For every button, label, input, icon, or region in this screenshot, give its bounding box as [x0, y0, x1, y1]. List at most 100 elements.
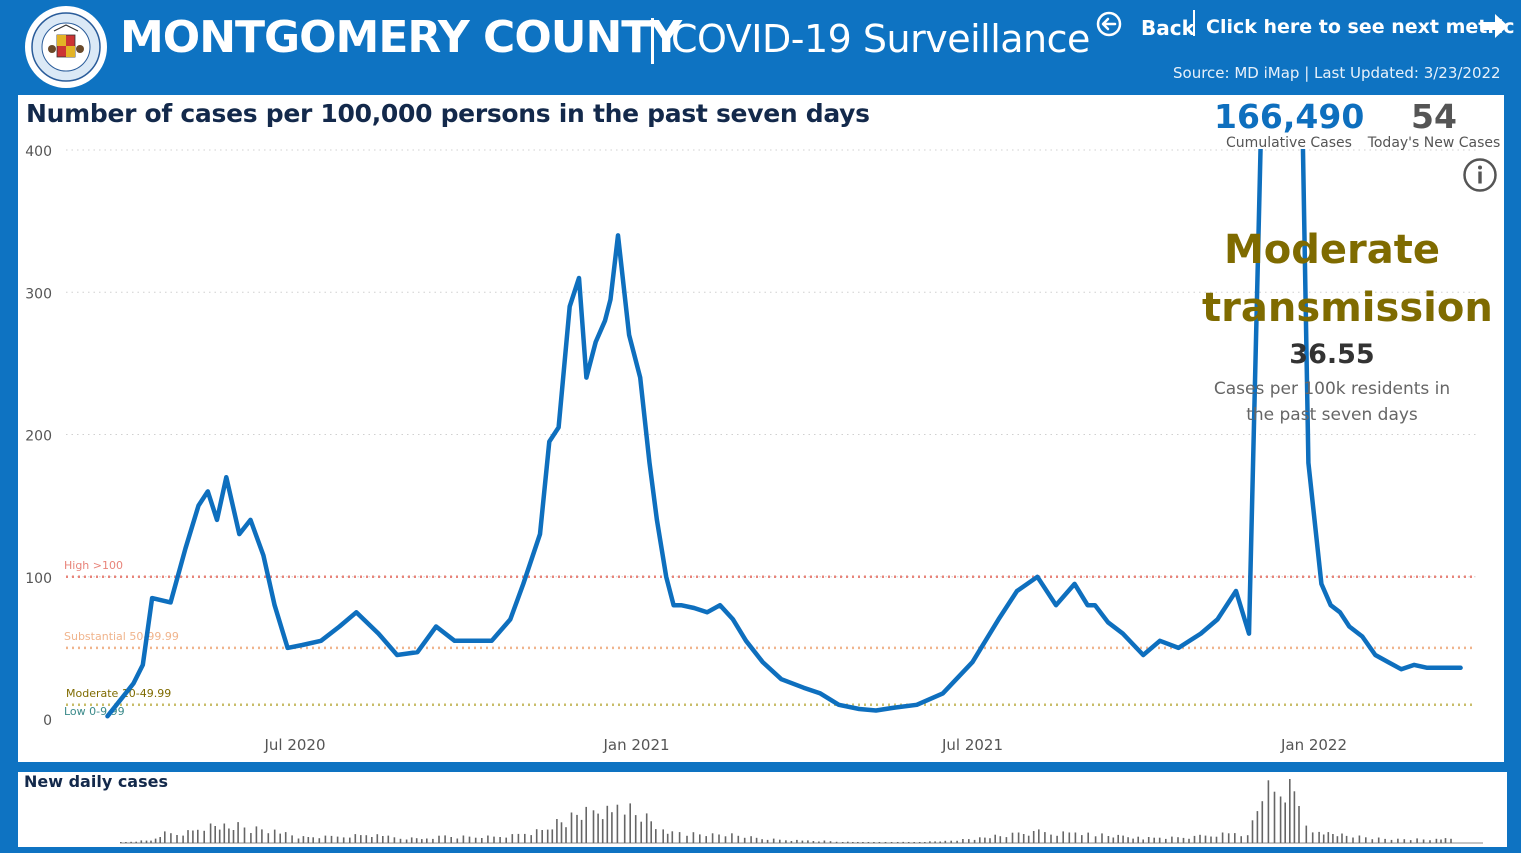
- daily-bar: [1193, 835, 1196, 843]
- daily-bar: [1101, 833, 1103, 843]
- daily-bar: [1074, 832, 1077, 843]
- daily-bar: [291, 835, 293, 843]
- daily-bar: [164, 831, 166, 843]
- daily-bar: [597, 813, 599, 843]
- daily-bar: [125, 842, 127, 843]
- daily-bar: [1341, 833, 1343, 843]
- daily-bar: [1171, 836, 1173, 843]
- daily-bar: [135, 841, 137, 843]
- transmission-status: Moderate transmission 36.55 Cases per 10…: [1202, 221, 1493, 428]
- daily-bar: [592, 810, 595, 843]
- daily-bar: [1122, 835, 1124, 843]
- daily-bar: [1158, 837, 1161, 843]
- daily-bar: [154, 838, 157, 843]
- daily-bar: [807, 840, 809, 843]
- daily-bar: [823, 840, 826, 843]
- daily-bar: [841, 842, 844, 843]
- daily-bar: [829, 841, 832, 843]
- daily-bar: [1256, 811, 1259, 843]
- daily-bar: [387, 835, 390, 843]
- daily-bar: [360, 835, 362, 843]
- daily-bar: [1221, 832, 1224, 843]
- daily-bar: [750, 836, 752, 843]
- daily-bar: [711, 833, 714, 843]
- daily-bar: [1322, 834, 1325, 843]
- daily-bar: [1358, 835, 1361, 843]
- todays-new-cases-value: 54: [1411, 97, 1457, 136]
- back-arrow-icon[interactable]: [1096, 11, 1122, 37]
- threshold-label: Moderate 10-49.99: [66, 687, 171, 700]
- daily-bar: [530, 835, 532, 843]
- daily-bar: [493, 836, 495, 843]
- daily-bar: [505, 837, 507, 843]
- daily-bar: [650, 821, 652, 843]
- daily-bar: [956, 840, 958, 843]
- daily-bar: [318, 838, 321, 843]
- y-tick-label: 400: [25, 144, 52, 160]
- daily-bar: [576, 814, 578, 843]
- daily-bar: [1318, 831, 1320, 843]
- daily-bar: [1416, 838, 1418, 843]
- daily-bar: [556, 819, 558, 843]
- y-tick-label: 200: [25, 429, 52, 445]
- daily-bar: [692, 832, 695, 843]
- daily-bar: [634, 815, 637, 843]
- daily-bar: [1409, 840, 1412, 843]
- daily-bar: [835, 841, 838, 843]
- daily-bar: [1117, 834, 1119, 843]
- daily-bar: [145, 840, 148, 843]
- daily-bar: [560, 822, 563, 843]
- daily-bar: [517, 833, 520, 843]
- threshold-label: High >100: [64, 559, 123, 572]
- daily-bar: [228, 828, 230, 843]
- daily-bar: [1011, 832, 1014, 843]
- cases-line-chart: 0 100 200 300 400 High >100 Substantial 50-99.…: [25, 144, 1476, 754]
- chart-title: Number of cases per 100,000 persons in t…: [26, 99, 870, 128]
- transmission-level-line1: Moderate: [1223, 227, 1440, 273]
- back-button[interactable]: Back: [1141, 16, 1195, 40]
- daily-bar: [197, 829, 199, 843]
- daily-bar: [611, 812, 613, 843]
- dashboard-subtitle: COVID-19 Surveillance: [671, 17, 1090, 61]
- daily-bar: [336, 836, 339, 843]
- daily-bar: [1032, 831, 1035, 843]
- daily-bar: [1444, 838, 1447, 843]
- daily-bar: [468, 836, 471, 843]
- daily-bar: [755, 837, 758, 843]
- daily-bar: [616, 804, 619, 843]
- daily-bar: [1377, 837, 1380, 843]
- daily-bar: [284, 832, 287, 843]
- daily-bar: [1327, 832, 1330, 843]
- daily-bar: [1210, 836, 1212, 843]
- daily-bar: [302, 836, 305, 843]
- daily-bar: [330, 835, 333, 843]
- county-title: MONTGOMERY COUNTY: [120, 12, 682, 63]
- chart-panel: 0 100 200 300 400 High >100 Substantial 50-99.…: [18, 95, 1504, 762]
- daily-bar: [731, 833, 733, 843]
- daily-bar: [686, 835, 688, 843]
- daily-bar: [580, 819, 583, 843]
- next-arrow-icon[interactable]: [1478, 10, 1510, 42]
- daily-bar: [535, 829, 538, 843]
- daily-bar: [999, 836, 1002, 843]
- next-metric-button[interactable]: Click here to see next metric: [1206, 16, 1515, 38]
- daily-bar: [209, 823, 212, 843]
- daily-bar: [1127, 837, 1129, 843]
- daily-bar: [1215, 836, 1218, 843]
- daily-bar: [182, 835, 184, 843]
- daily-bar: [718, 834, 720, 843]
- daily-bar: [1132, 838, 1134, 843]
- info-icon[interactable]: [1462, 157, 1498, 193]
- daily-bar: [273, 829, 276, 843]
- daily-bar: [1147, 837, 1150, 843]
- daily-bar: [524, 833, 526, 843]
- y-tick-label: 0: [43, 713, 52, 729]
- x-tick-label: Jul 2020: [263, 736, 325, 754]
- daily-bar: [1022, 834, 1025, 843]
- daily-bar: [1352, 837, 1354, 843]
- daily-bar: [818, 841, 820, 843]
- daily-bar: [812, 841, 815, 843]
- daily-bar: [1068, 832, 1071, 843]
- daily-bar: [1240, 836, 1242, 843]
- daily-bar: [1246, 835, 1249, 843]
